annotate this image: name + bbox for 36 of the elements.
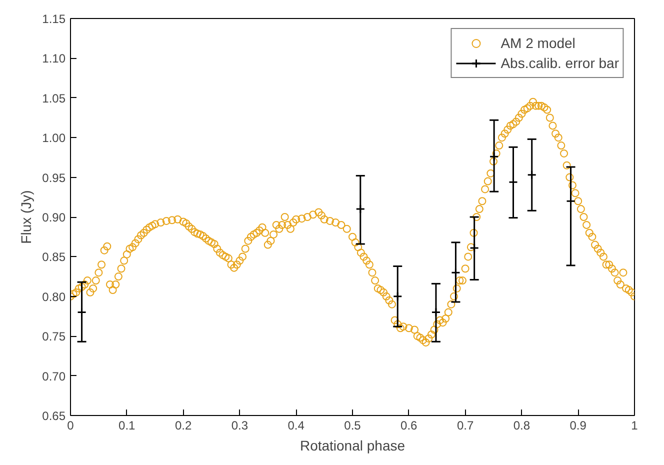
- x-tick-label: 0.9: [570, 418, 587, 432]
- y-tick-label: 0.65: [42, 409, 66, 423]
- x-tick-label: 0.5: [344, 418, 362, 432]
- y-axis-title: Flux (Jy): [18, 190, 34, 244]
- x-tick-label: 0.4: [288, 418, 305, 432]
- y-tick-label: 1.10: [42, 52, 66, 66]
- legend-label: Abs.calib. error bar: [500, 55, 619, 71]
- x-axis-title: Rotational phase: [300, 438, 406, 454]
- x-tick-label: 0.7: [456, 418, 474, 432]
- x-tick-label: 0.8: [513, 418, 530, 432]
- x-tick-label: 0.6: [400, 418, 418, 432]
- point: [527, 170, 537, 180]
- point: [392, 292, 402, 302]
- y-tick-label: 1.15: [42, 12, 66, 26]
- x-tick-label: 0.2: [174, 418, 192, 432]
- x-tick-label: 0.3: [231, 418, 248, 432]
- x-tick-label: 1: [631, 418, 638, 432]
- point: [77, 308, 87, 318]
- y-tick-label: 1.05: [42, 91, 66, 106]
- y-tick-label: 1.00: [42, 131, 66, 146]
- y-tick-label: 0.70: [42, 369, 66, 384]
- y-tick-label: 0.80: [42, 290, 66, 304]
- point: [356, 204, 366, 214]
- x-tick-label: 0: [67, 418, 74, 432]
- legend-label: AM 2 model: [500, 35, 576, 51]
- point: [470, 243, 480, 253]
- y-tick-label: 0.90: [42, 210, 66, 224]
- y-tick-label: 0.85: [42, 250, 66, 264]
- point: [450, 268, 460, 278]
- point: [431, 308, 441, 318]
- point: [566, 196, 576, 206]
- point: [508, 177, 518, 187]
- y-tick-label: 0.95: [42, 170, 66, 185]
- x-tick-label: 0.1: [118, 418, 136, 432]
- y-tick-label: 0.75: [42, 330, 66, 344]
- point: [489, 152, 499, 162]
